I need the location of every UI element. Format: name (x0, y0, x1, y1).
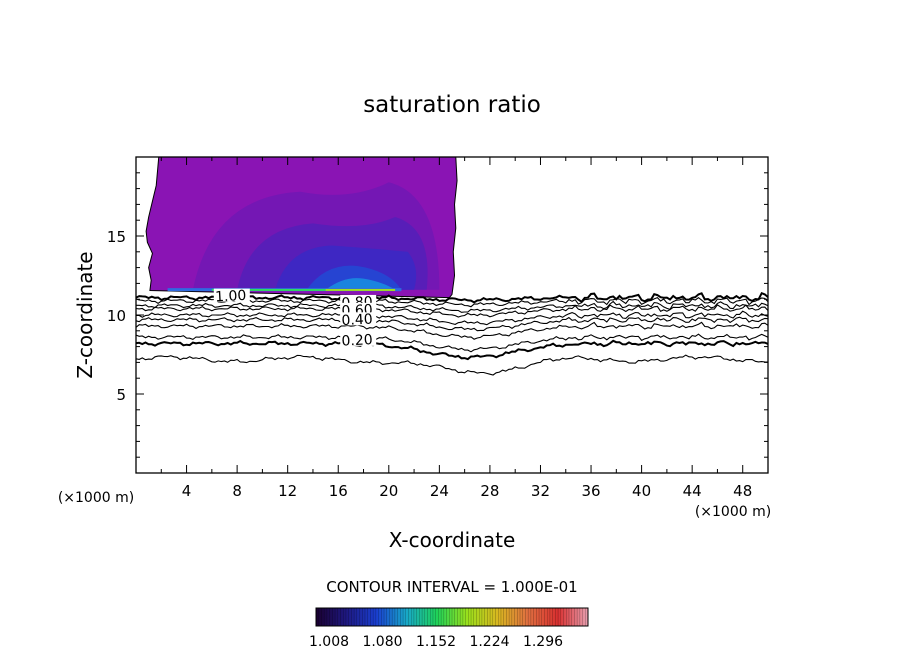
x-tick-label: 40 (632, 482, 651, 500)
x-tick-label: 4 (182, 482, 192, 500)
contour-line (135, 321, 769, 340)
x-unit-label-right: (×1000 m) (695, 504, 771, 520)
x-tick-label: 16 (329, 482, 348, 500)
contour-label: 0.40 (341, 312, 373, 330)
shading-layer-5 (325, 278, 396, 290)
colorbar-tick-label: 1.296 (523, 634, 563, 650)
bottom-band-yellow (325, 288, 396, 291)
x-tick-label: 8 (232, 482, 242, 500)
colorbar-tick-label: 1.152 (416, 634, 456, 650)
chart-title: saturation ratio (363, 92, 541, 118)
fill-layer (145, 156, 458, 299)
x-tick-label: 12 (278, 482, 297, 500)
contour-label-bg (213, 288, 250, 302)
y-tick-label: 15 (107, 228, 126, 246)
contour-label: 1.00 (215, 288, 247, 306)
y-tick-label: 10 (107, 307, 126, 325)
y-tick-label: 5 (116, 386, 126, 404)
contour-label-bg (340, 312, 377, 326)
y-axis-label: Z-coordinate (73, 251, 97, 378)
x-tick-label: 28 (480, 482, 499, 500)
x-unit-label-left: (×1000 m) (58, 490, 134, 506)
contour-interval-text: CONTOUR INTERVAL = 1.000E-01 (326, 578, 577, 596)
colorbar-tick-labels: 1.008 1.080 1.152 1.224 1.296 (309, 634, 563, 650)
x-tick-label: 32 (531, 482, 550, 500)
contour-line (135, 354, 769, 376)
contour-line (135, 333, 769, 353)
contour-line (135, 304, 769, 318)
x-tick-label: 48 (733, 482, 752, 500)
plot-area: 1.000.800.600.400.20 4812162024283236404… (107, 156, 769, 500)
contour-line (135, 310, 769, 326)
colorbar: 1.008 1.080 1.152 1.224 1.296 (309, 607, 589, 650)
contour-line (136, 300, 769, 313)
contour-label: 0.20 (341, 332, 373, 350)
colorbar-tick-label: 1.008 (309, 634, 349, 650)
x-axis-label: X-coordinate (389, 528, 516, 552)
contour-labels: 1.000.800.600.400.20 (213, 288, 377, 350)
x-tick-label: 24 (430, 482, 449, 500)
contour-line (135, 339, 769, 361)
colorbar-tick-label: 1.224 (469, 634, 509, 650)
x-tick-label: 36 (581, 482, 600, 500)
contour-line (135, 316, 769, 332)
x-tick-label: 20 (379, 482, 398, 500)
contour-lines (135, 291, 769, 376)
colorbar-tick-label: 1.080 (362, 634, 402, 650)
x-tick-label: 44 (683, 482, 702, 500)
contour-label-bg (340, 332, 377, 346)
bottom-band-green (211, 288, 326, 291)
